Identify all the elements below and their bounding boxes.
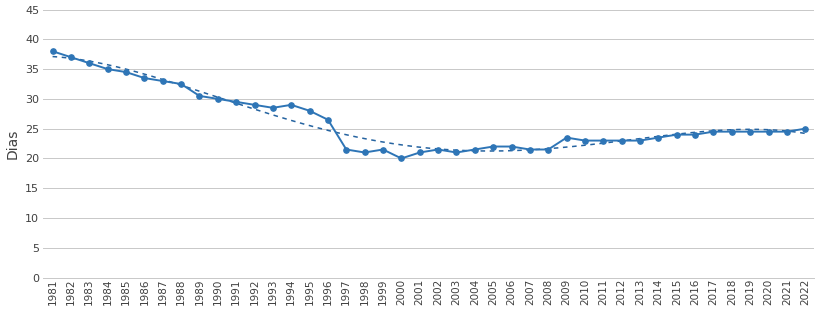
Y-axis label: Dias: Dias	[6, 128, 20, 159]
